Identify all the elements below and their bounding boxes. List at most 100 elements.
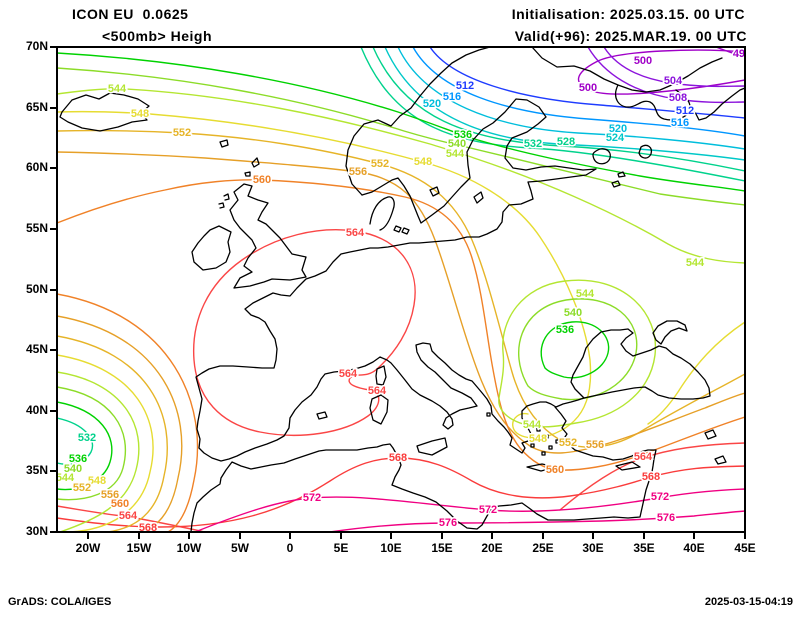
contour-label-548: 548: [131, 108, 149, 120]
lon-tick-label: 10E: [380, 541, 402, 555]
lat-tick-label: 35N: [25, 463, 48, 477]
contour-label-556: 556: [349, 166, 367, 178]
contour-536-atl: [57, 401, 113, 491]
contour-540-blacksea: [518, 298, 638, 401]
lat-tick-label: 30N: [25, 524, 48, 538]
coast-blacksea: [570, 328, 711, 400]
contour-label-516: 516: [443, 91, 461, 103]
lat-tick-label: 45N: [25, 342, 48, 356]
contour-label-548: 548: [529, 433, 547, 445]
contour-label-548: 548: [414, 156, 432, 168]
contour-516: [412, 47, 745, 137]
contour-568: [57, 457, 745, 528]
lon-tick-label: 35E: [633, 541, 655, 555]
contour-576: [329, 510, 745, 532]
creation-timestamp: 2025-03-15-04:19: [704, 596, 793, 608]
lat-tick-label: 55N: [25, 221, 48, 235]
contour-556-atl: [57, 315, 183, 532]
valid-time: Valid(+96): 2025.MAR.19. 00 UTC: [514, 28, 747, 44]
lon-tick-label: 5E: [333, 541, 349, 555]
island-saaremaa: [611, 171, 626, 188]
contour-label-540: 540: [64, 463, 82, 475]
contour-536: [57, 52, 745, 192]
lat-tick-label: 70N: [25, 39, 48, 53]
lat-tick-label: 60N: [25, 160, 48, 174]
coast-azov: [652, 320, 688, 345]
contour-label-564: 564: [339, 368, 358, 380]
contour-label-564: 564: [634, 451, 653, 463]
coast-iceland: [59, 92, 150, 132]
contour-label-556: 556: [101, 489, 119, 501]
contour-label-568: 568: [642, 471, 660, 483]
contour-label-536: 536: [556, 324, 574, 336]
island-hebrides: [218, 193, 230, 209]
contour-548-atl: [57, 354, 154, 532]
island-faroe: [219, 139, 229, 148]
contour-labels: 4965005005045085125125165165205205245285…: [57, 47, 751, 534]
coast-arkhangelsk: [689, 87, 745, 121]
coast-ireland: [191, 225, 232, 271]
contour-label-524: 524: [606, 132, 625, 144]
contour-label-572: 572: [303, 492, 321, 504]
contour-label-540: 540: [448, 138, 466, 150]
contour-548b: [647, 321, 745, 425]
lon-tick-label: 15E: [431, 541, 453, 555]
coastlines: [59, 47, 745, 532]
lon-tick-label: 0: [286, 541, 294, 555]
coast-turkey-west: [554, 406, 576, 451]
initialisation-time: Initialisation: 2025.03.15. 00 UTC: [511, 6, 745, 22]
contour-label-500: 500: [579, 82, 597, 94]
contour-label-552: 552: [173, 127, 191, 139]
lat-tick-label: 40N: [25, 403, 48, 417]
contour-label-528: 528: [557, 136, 575, 148]
contour-label-572: 572: [651, 491, 669, 503]
lon-tick-label: 10W: [176, 541, 202, 555]
contour-label-544: 544: [686, 257, 705, 269]
island-sardinia: [369, 394, 389, 425]
contour-520: [397, 47, 745, 150]
coast-whitesea: [615, 84, 691, 121]
island-danish: [393, 225, 410, 235]
contour-544-blacksea: [498, 279, 657, 428]
coast-britain: [229, 183, 307, 289]
coast-turkey-africa: [190, 443, 657, 532]
contour-label-544: 544: [108, 83, 127, 95]
contour-512: [429, 47, 745, 119]
lon-tick-label: 5W: [231, 541, 249, 555]
contour-label-564: 564: [368, 385, 387, 397]
contour-572: [194, 488, 745, 532]
contour-564-ridge: [192, 229, 416, 436]
island-mallorca: [316, 411, 328, 420]
contour-label-576: 576: [439, 517, 457, 529]
lake-van: [704, 429, 727, 465]
contour-label-568: 568: [139, 522, 157, 534]
contour-label-520: 520: [609, 123, 627, 135]
contour-label-560: 560: [546, 464, 564, 476]
contour-548: [57, 110, 592, 439]
contour-560-atl: [57, 293, 199, 532]
contour-532: [360, 47, 745, 182]
contour-label-508: 508: [669, 92, 687, 104]
contour-564-se: [559, 442, 745, 511]
contour-label-520: 520: [423, 98, 441, 110]
contour-560: [57, 179, 745, 471]
contour-label-568: 568: [389, 452, 407, 464]
coast-kola: [531, 47, 723, 93]
contour-label-556: 556: [586, 439, 604, 451]
contour-500: [577, 49, 745, 95]
contour-label-496: 496: [733, 48, 751, 60]
lon-tick-label: 20E: [481, 541, 503, 555]
contour-label-552: 552: [73, 482, 91, 494]
island-aegean-dots: [486, 412, 560, 456]
contour-label-532: 532: [524, 138, 542, 150]
lat-tick-label: 50N: [25, 282, 48, 296]
lon-tick-label: 40E: [683, 541, 705, 555]
contour-label-564: 564: [346, 227, 365, 239]
contour-label-552: 552: [559, 437, 577, 449]
level-title: <500mb> Heigh: [102, 28, 212, 44]
island-sicily: [416, 437, 448, 456]
contour-label-560: 560: [253, 174, 271, 186]
contour-label-512: 512: [676, 105, 694, 117]
